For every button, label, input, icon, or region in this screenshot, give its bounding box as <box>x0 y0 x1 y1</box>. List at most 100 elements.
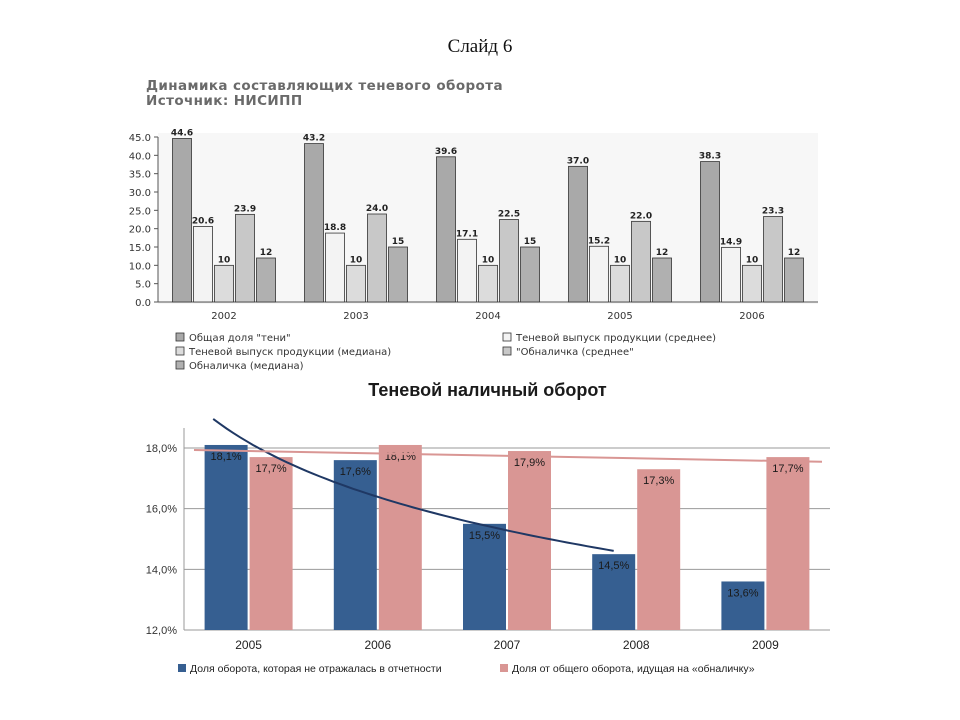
data-label: 18,1% <box>210 451 241 463</box>
trendline-log <box>212 418 614 552</box>
data-label: 13,6% <box>727 587 758 599</box>
data-label: 14.9 <box>720 237 742 247</box>
y-tick-label: 5.0 <box>135 280 151 291</box>
data-label: 22.0 <box>630 211 652 221</box>
bar <box>478 264 498 303</box>
data-label: 17,3% <box>643 475 674 487</box>
y-tick-label: 45.0 <box>129 133 151 144</box>
bar <box>388 246 408 303</box>
bar <box>592 554 636 630</box>
bar <box>652 257 672 303</box>
chart2-title: Теневой наличный оборот <box>368 380 607 400</box>
data-label: 10 <box>350 255 363 265</box>
data-label: 23.9 <box>234 204 256 214</box>
y-tick-label: 0.0 <box>135 298 151 309</box>
x-tick-label: 2009 <box>752 638 779 652</box>
data-label: 15 <box>524 237 537 247</box>
legend-label: Доля оборота, которая не отражалась в от… <box>190 663 442 675</box>
data-label: 14,5% <box>598 560 629 572</box>
bar <box>610 264 630 303</box>
y-tick-label: 30.0 <box>129 188 151 199</box>
bar <box>193 226 213 303</box>
bar <box>367 213 387 303</box>
bar <box>589 245 609 303</box>
legend-swatch <box>175 332 185 342</box>
bar <box>637 469 681 630</box>
data-label: 12 <box>260 248 273 258</box>
data-label: 39.6 <box>435 147 457 157</box>
legend-label: Теневой выпуск продукции (среднее) <box>515 333 716 344</box>
bar <box>378 444 422 630</box>
x-tick-label: 2006 <box>739 311 764 322</box>
x-tick-label: 2002 <box>211 311 236 322</box>
legend-swatch <box>175 346 185 356</box>
legend-label: "Обналичка (среднее" <box>516 347 634 358</box>
data-label: 17,9% <box>514 457 545 469</box>
chart1-title-line1: Динамика составляющих теневого оборота <box>146 78 503 94</box>
data-label: 12 <box>788 248 801 258</box>
chart1-title: Динамика составляющих теневого оборота И… <box>146 79 503 109</box>
bar <box>631 220 651 303</box>
data-label: 24.0 <box>366 204 388 214</box>
bar <box>457 238 477 303</box>
trendline-linear <box>193 449 823 463</box>
x-tick-label: 2004 <box>475 311 500 322</box>
y-tick-label: 14,0% <box>146 564 177 576</box>
legend-swatch <box>500 664 508 672</box>
data-label: 15.2 <box>588 236 610 246</box>
data-label: 37.0 <box>567 156 589 166</box>
y-tick-label: 12,0% <box>146 625 177 637</box>
x-tick-label: 2003 <box>343 311 368 322</box>
data-label: 38.3 <box>699 152 721 162</box>
bar <box>304 143 324 303</box>
data-label: 17.1 <box>456 229 478 239</box>
bar <box>784 257 804 303</box>
data-label: 17,7% <box>255 463 286 475</box>
legend-label: Обналичка (медиана) <box>189 361 304 372</box>
y-tick-label: 40.0 <box>129 151 151 162</box>
bar <box>214 264 234 303</box>
data-label: 43.2 <box>303 134 325 144</box>
bar <box>436 156 456 303</box>
data-label: 10 <box>218 255 231 265</box>
bar <box>721 246 741 303</box>
x-tick-label: 2006 <box>364 638 391 652</box>
legend-label: Общая доля "тени" <box>189 333 291 344</box>
bar <box>568 165 588 303</box>
chart1-source-line: Источник: НИСИПП <box>146 93 303 109</box>
x-tick-label: 2007 <box>494 638 521 652</box>
bar <box>508 451 551 630</box>
bar <box>763 216 783 303</box>
x-tick-label: 2005 <box>607 311 632 322</box>
data-label: 10 <box>482 255 495 265</box>
legend-swatch <box>502 346 512 356</box>
bar <box>325 232 345 303</box>
bar <box>333 460 377 630</box>
y-tick-label: 16,0% <box>146 504 177 516</box>
bar <box>499 219 519 303</box>
data-label: 22.5 <box>498 210 520 220</box>
slide-title: Слайд 6 <box>447 36 513 57</box>
bar <box>742 264 762 303</box>
bar <box>346 264 366 303</box>
legend-label: Доля от общего оборота, идущая на «обнал… <box>512 663 755 675</box>
data-label: 17,6% <box>340 466 371 478</box>
data-label: 18.8 <box>324 223 346 233</box>
x-tick-label: 2008 <box>623 638 650 652</box>
bar <box>249 457 293 630</box>
data-label: 10 <box>746 255 759 265</box>
data-label: 10 <box>614 255 627 265</box>
bar <box>256 257 276 303</box>
y-tick-label: 25.0 <box>129 206 151 217</box>
data-label: 23.3 <box>762 207 784 217</box>
bar <box>520 246 540 303</box>
bar <box>463 523 506 630</box>
legend-swatch <box>175 360 185 370</box>
bar <box>721 581 765 630</box>
y-tick-label: 35.0 <box>129 170 151 181</box>
data-label: 20.6 <box>192 216 214 226</box>
y-tick-label: 15.0 <box>129 243 151 254</box>
bar <box>204 444 248 630</box>
